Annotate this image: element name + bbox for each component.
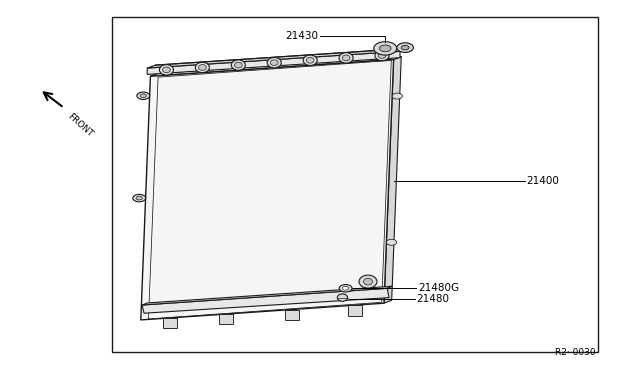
Ellipse shape	[231, 60, 245, 70]
Polygon shape	[142, 288, 389, 313]
Circle shape	[140, 94, 147, 97]
Circle shape	[137, 92, 150, 99]
Polygon shape	[384, 57, 401, 303]
Circle shape	[339, 285, 352, 292]
Ellipse shape	[337, 294, 348, 301]
Ellipse shape	[163, 67, 170, 73]
Ellipse shape	[307, 57, 314, 63]
Polygon shape	[348, 305, 362, 315]
Circle shape	[136, 196, 142, 200]
Circle shape	[397, 43, 413, 52]
Text: R2· 0030: R2· 0030	[555, 348, 595, 357]
Circle shape	[392, 93, 403, 99]
Ellipse shape	[375, 50, 389, 61]
Ellipse shape	[159, 65, 173, 75]
Text: FRONT: FRONT	[66, 112, 95, 139]
Circle shape	[401, 45, 409, 50]
Text: 21400: 21400	[527, 176, 559, 186]
Bar	[112, 17, 598, 352]
Ellipse shape	[198, 65, 206, 70]
Polygon shape	[147, 51, 400, 74]
Polygon shape	[219, 314, 233, 324]
Text: 21480G: 21480G	[418, 283, 459, 293]
Polygon shape	[142, 286, 392, 305]
Ellipse shape	[342, 55, 350, 61]
Ellipse shape	[364, 278, 372, 285]
Ellipse shape	[268, 57, 282, 68]
Ellipse shape	[378, 53, 386, 58]
Circle shape	[387, 239, 397, 245]
Ellipse shape	[270, 60, 278, 65]
Ellipse shape	[195, 62, 209, 73]
Text: 21430: 21430	[285, 31, 318, 41]
Polygon shape	[147, 48, 408, 68]
Ellipse shape	[339, 53, 353, 63]
Text: 21480: 21480	[417, 295, 450, 304]
Ellipse shape	[303, 55, 317, 65]
Circle shape	[133, 194, 146, 202]
Polygon shape	[285, 310, 299, 320]
Ellipse shape	[234, 62, 242, 68]
Polygon shape	[150, 57, 401, 76]
Polygon shape	[141, 60, 394, 320]
Circle shape	[380, 45, 391, 52]
Circle shape	[374, 42, 397, 55]
Circle shape	[342, 286, 349, 290]
Ellipse shape	[359, 275, 377, 288]
Polygon shape	[163, 318, 177, 328]
